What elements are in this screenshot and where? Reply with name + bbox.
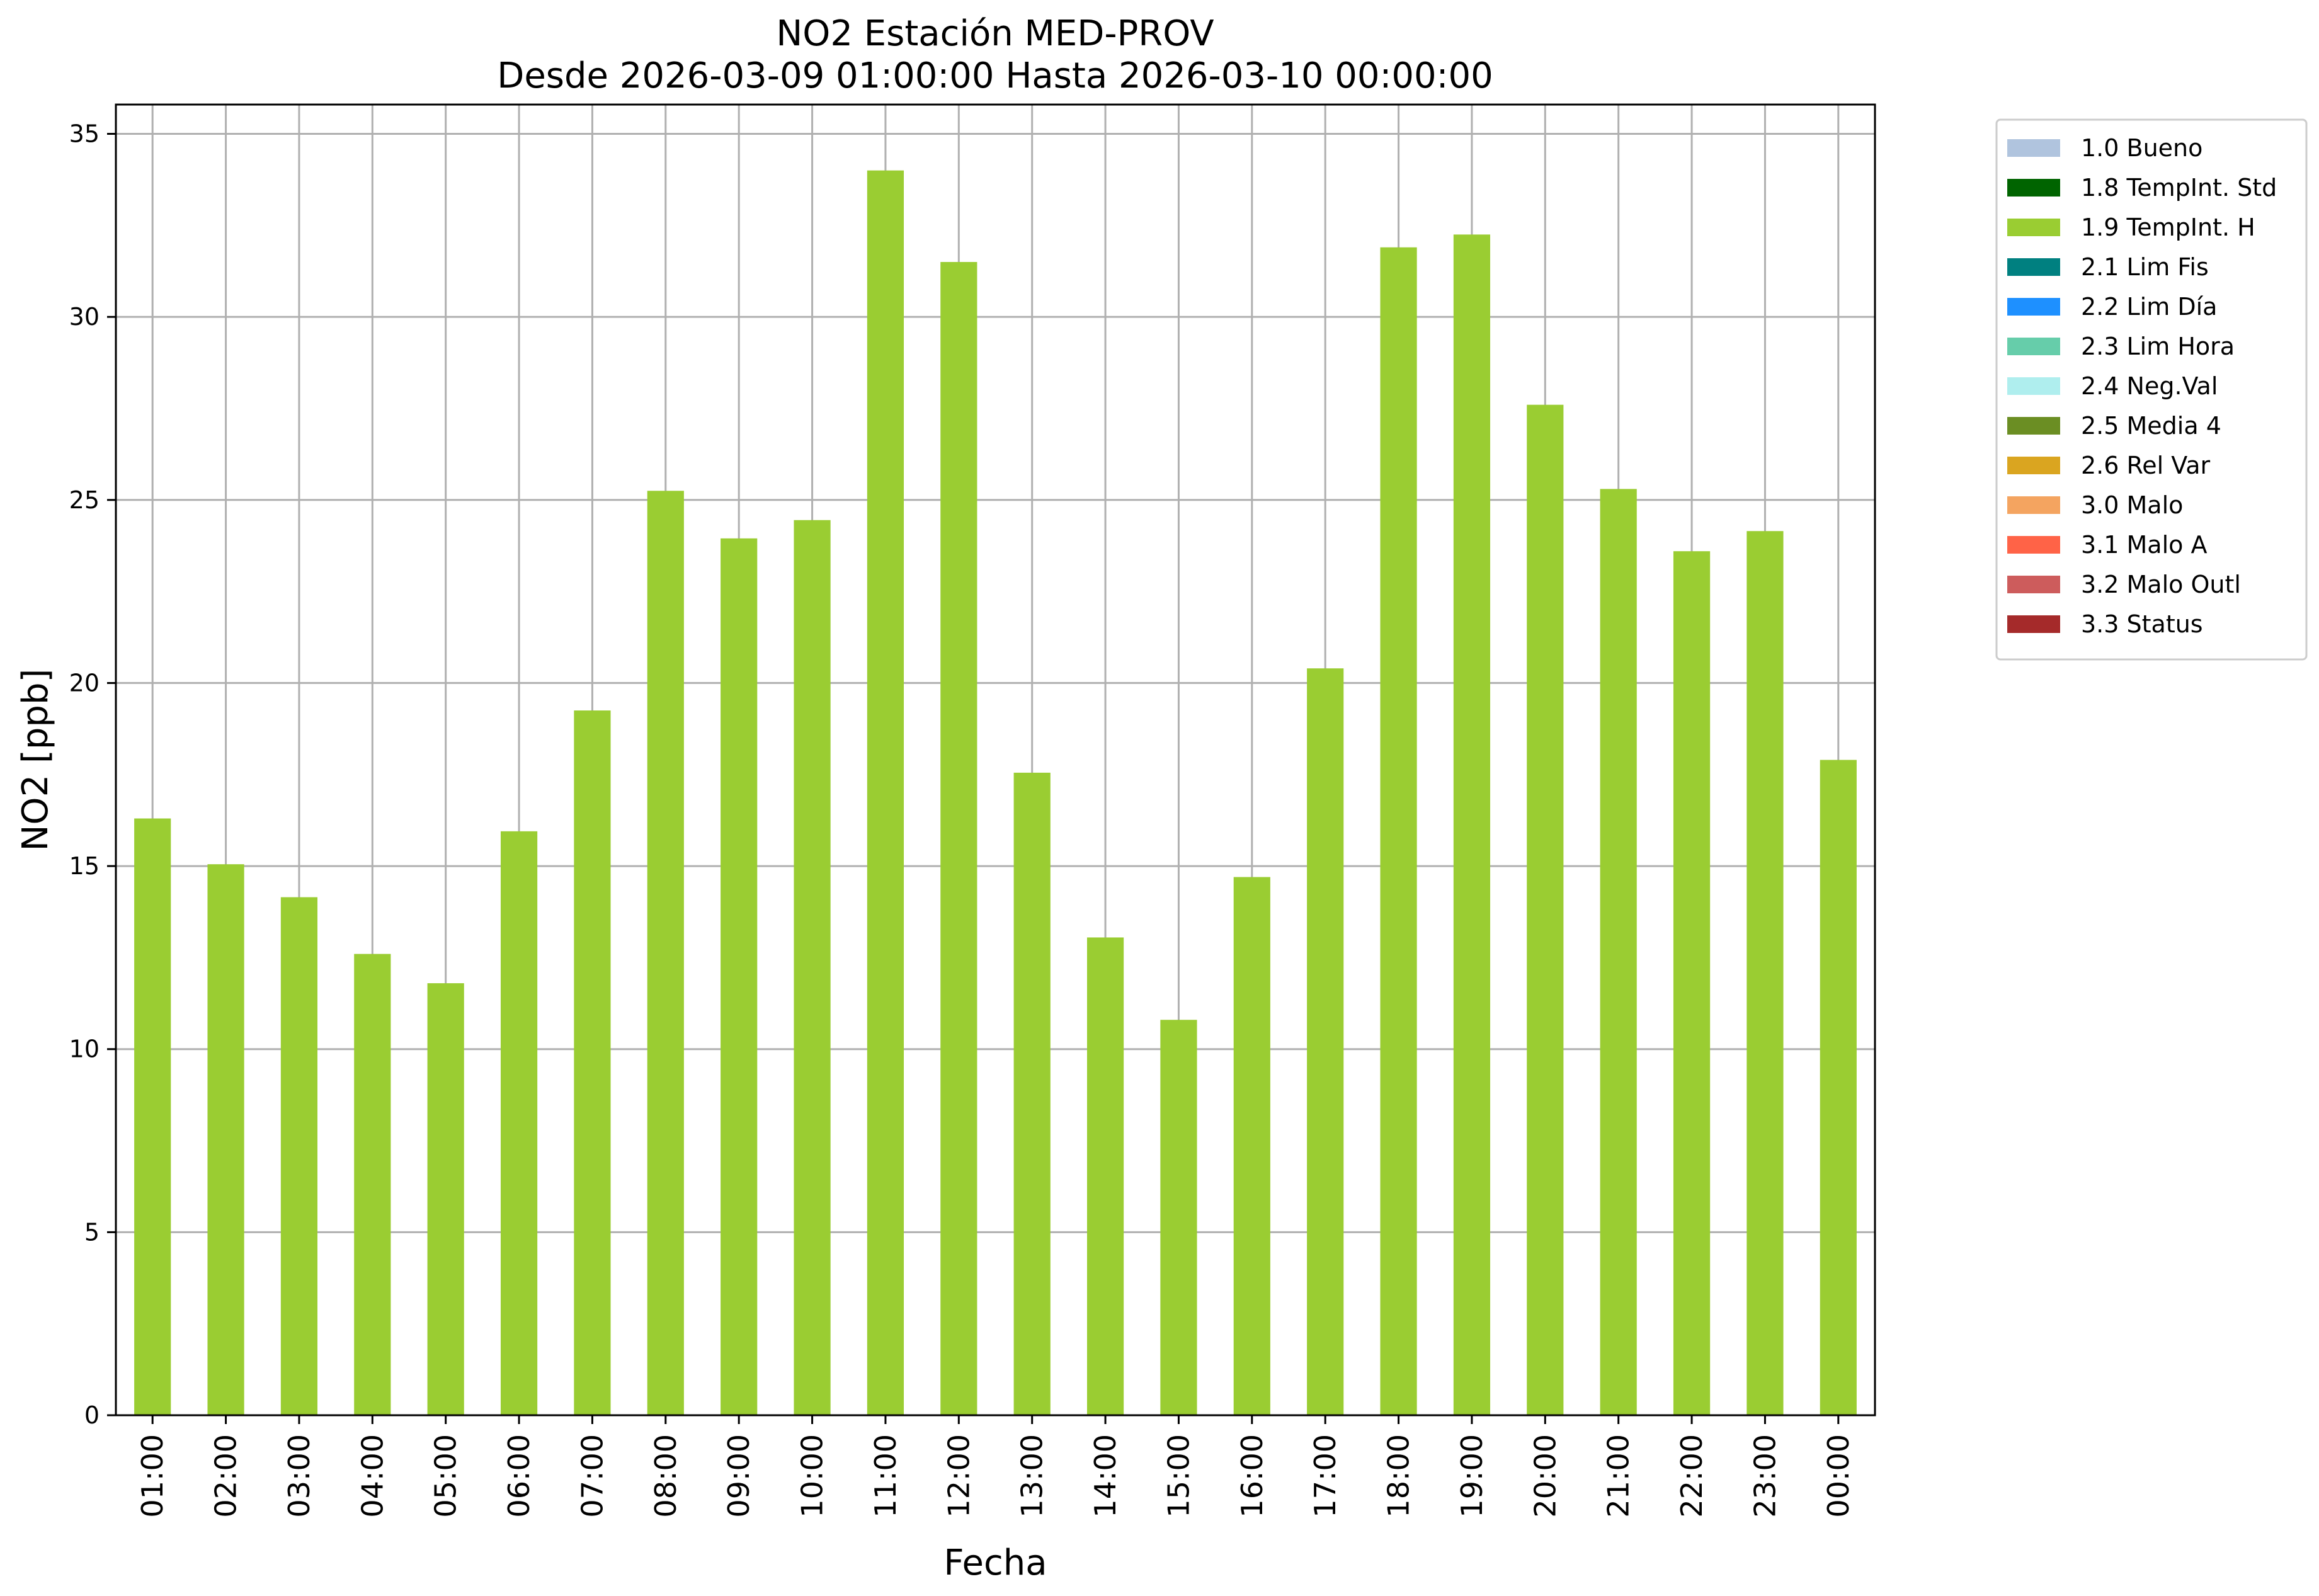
bar — [1820, 760, 1857, 1415]
legend-swatch — [2007, 139, 2060, 157]
x-tick-label: 21:00 — [1602, 1434, 1636, 1518]
legend-swatch — [2007, 457, 2060, 474]
legend-label: 3.3 Status — [2081, 610, 2203, 638]
legend-label: 2.2 Lim Día — [2081, 293, 2217, 321]
x-tick-label: 14:00 — [1088, 1434, 1122, 1518]
bar — [354, 954, 391, 1415]
x-tick-label: 13:00 — [1015, 1434, 1049, 1518]
legend-label: 2.1 Lim Fis — [2081, 253, 2209, 281]
chart-subtitle: Desde 2026-03-09 01:00:00 Hasta 2026-03-… — [497, 55, 1493, 96]
legend-swatch — [2007, 179, 2060, 197]
chart-title-group: NO2 Estación MED-PROV Desde 2026-03-09 0… — [497, 13, 1493, 96]
bar — [134, 818, 171, 1415]
bars-layer — [134, 170, 1857, 1416]
x-axis-label: Fecha — [943, 1542, 1047, 1583]
x-tick-label: 19:00 — [1455, 1434, 1489, 1518]
x-tick-label: 03:00 — [282, 1434, 316, 1518]
legend-label: 2.5 Media 4 — [2081, 412, 2221, 440]
x-tick-label: 17:00 — [1308, 1434, 1342, 1518]
x-tick-label: 01:00 — [135, 1434, 169, 1518]
chart-title: NO2 Estación MED-PROV — [776, 13, 1214, 54]
legend-label: 2.6 Rel Var — [2081, 452, 2211, 479]
x-tick-label: 18:00 — [1382, 1434, 1416, 1518]
bar — [574, 710, 611, 1415]
bar — [280, 897, 318, 1415]
legend-frame — [1995, 118, 2308, 661]
x-tick-label: 06:00 — [502, 1434, 536, 1518]
bar — [1160, 1020, 1197, 1415]
bar — [207, 864, 244, 1415]
legend-label: 3.1 Malo A — [2081, 531, 2207, 559]
x-tick-label: 16:00 — [1235, 1434, 1269, 1518]
x-tick-label: 15:00 — [1161, 1434, 1195, 1518]
legend-swatch — [2007, 338, 2060, 355]
legend-swatch — [2007, 258, 2060, 276]
y-tick-label: 25 — [69, 486, 100, 514]
x-tick-label: 23:00 — [1748, 1434, 1782, 1518]
bar — [1453, 234, 1491, 1415]
ticks-layer: 0 5 10 15 20 25 30 35 01:00 02:00 03:00 04:00 05:00 0… — [69, 120, 1855, 1518]
legend-label: 3.2 Malo Outl — [2081, 571, 2241, 598]
bar — [1380, 247, 1417, 1415]
bar — [721, 538, 758, 1415]
y-tick-label: 5 — [84, 1218, 100, 1246]
x-tick-label: 09:00 — [722, 1434, 756, 1518]
x-tick-label: 00:00 — [1821, 1434, 1855, 1518]
legend: 1.0 Bueno 1.8 TempInt. Std 1.9 TempInt. H 2… — [1995, 118, 2308, 661]
x-tick-label: 12:00 — [942, 1434, 976, 1518]
bar — [1527, 404, 1564, 1416]
plot-frame — [115, 103, 1876, 1416]
legend-swatch — [2007, 496, 2060, 514]
x-tick-label: 05:00 — [429, 1434, 463, 1518]
x-tick-label: 07:00 — [575, 1434, 609, 1518]
bar — [1673, 551, 1711, 1415]
legend-swatch — [2007, 615, 2060, 633]
y-axis-label: NO2 [ppb] — [15, 669, 56, 852]
plot-area: 0 5 10 15 20 25 30 35 01:00 02:00 03:00 04:00 05:00 0… — [69, 103, 1876, 1518]
x-tick-label: 04:00 — [355, 1434, 389, 1518]
bar — [940, 261, 977, 1415]
y-tick-label: 10 — [69, 1035, 100, 1063]
x-tick-label: 08:00 — [649, 1434, 683, 1518]
bar — [794, 520, 831, 1416]
x-tick-label: 02:00 — [209, 1434, 243, 1518]
y-tick-label: 15 — [69, 852, 100, 880]
bar — [500, 831, 538, 1415]
bar — [1086, 937, 1124, 1415]
y-tick-label: 20 — [69, 669, 100, 697]
x-tick-label: 20:00 — [1528, 1434, 1562, 1518]
bar — [1013, 772, 1051, 1415]
legend-label: 1.8 TempInt. Std — [2081, 174, 2277, 202]
bar — [1233, 877, 1270, 1415]
legend-swatch — [2007, 576, 2060, 593]
x-tick-label: 22:00 — [1675, 1434, 1709, 1518]
bar — [647, 491, 684, 1415]
legend-swatch — [2007, 536, 2060, 554]
bar — [867, 170, 904, 1415]
bar — [1746, 531, 1784, 1415]
legend-items: 1.0 Bueno 1.8 TempInt. Std 1.9 TempInt. H 2… — [2007, 134, 2277, 638]
legend-swatch — [2007, 219, 2060, 236]
bar — [1600, 489, 1637, 1416]
bar — [427, 983, 464, 1415]
legend-label: 1.9 TempInt. H — [2081, 214, 2255, 241]
bar — [1307, 668, 1344, 1415]
legend-swatch — [2007, 417, 2060, 435]
legend-label: 3.0 Malo — [2081, 491, 2183, 519]
legend-swatch — [2007, 298, 2060, 316]
y-tick-label: 0 — [84, 1401, 100, 1429]
y-tick-label: 30 — [69, 303, 100, 331]
y-tick-label: 35 — [69, 120, 100, 148]
legend-swatch — [2007, 377, 2060, 395]
x-tick-label: 10:00 — [795, 1434, 829, 1518]
legend-label: 1.0 Bueno — [2081, 134, 2202, 162]
x-tick-label: 11:00 — [869, 1434, 903, 1518]
legend-label: 2.4 Neg.Val — [2081, 372, 2218, 400]
legend-label: 2.3 Lim Hora — [2081, 333, 2235, 360]
